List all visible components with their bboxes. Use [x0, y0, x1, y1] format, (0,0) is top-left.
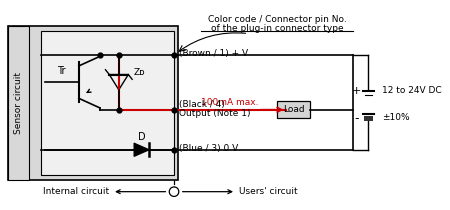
- Bar: [277, 101, 310, 118]
- Bar: [8, 26, 29, 180]
- Text: Zᴅ: Zᴅ: [134, 68, 146, 77]
- Text: ±10%: ±10%: [382, 113, 410, 122]
- Text: -: -: [355, 112, 359, 125]
- Text: 12 to 24V DC: 12 to 24V DC: [382, 86, 441, 95]
- Text: (Black / 4): (Black / 4): [179, 100, 225, 109]
- Text: Color code / Connector pin No.: Color code / Connector pin No.: [207, 14, 346, 24]
- Text: Users' circuit: Users' circuit: [239, 187, 297, 196]
- Bar: [8, 26, 178, 180]
- Text: Load: Load: [283, 105, 304, 114]
- Text: Internal circuit: Internal circuit: [43, 187, 109, 196]
- Text: Output (Note 1): Output (Note 1): [179, 109, 250, 118]
- Text: (Brown / 1) + V: (Brown / 1) + V: [179, 49, 248, 58]
- Bar: [40, 31, 174, 176]
- Polygon shape: [134, 143, 149, 156]
- Text: +: +: [352, 86, 362, 96]
- Text: Tr: Tr: [58, 66, 66, 76]
- Bar: [364, 116, 373, 121]
- Text: of the plug-in connector type: of the plug-in connector type: [211, 24, 343, 33]
- Text: Sensor circuit: Sensor circuit: [14, 72, 23, 134]
- Text: D: D: [138, 132, 145, 142]
- Text: (Blue / 3) 0 V: (Blue / 3) 0 V: [179, 144, 238, 153]
- Text: 100mA max.: 100mA max.: [201, 98, 258, 107]
